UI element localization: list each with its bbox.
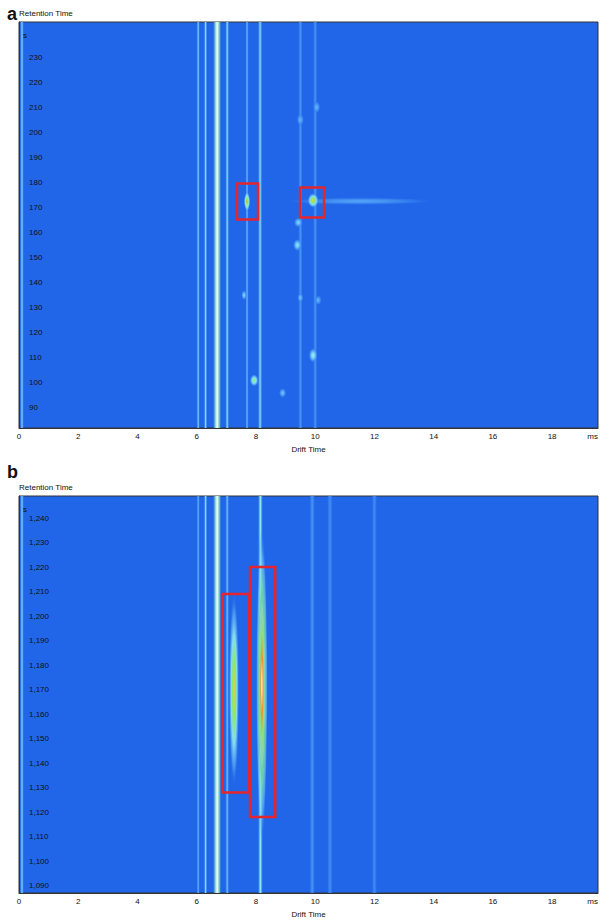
svg-text:1,230: 1,230 — [29, 538, 50, 547]
svg-text:140: 140 — [29, 278, 43, 287]
svg-text:10: 10 — [311, 897, 320, 906]
svg-text:110: 110 — [29, 353, 42, 362]
svg-text:150: 150 — [29, 253, 43, 262]
svg-text:1,200: 1,200 — [29, 612, 50, 621]
svg-text:8: 8 — [254, 897, 259, 906]
svg-text:8: 8 — [254, 432, 259, 441]
svg-text:1,240: 1,240 — [29, 514, 50, 523]
svg-text:18: 18 — [548, 432, 557, 441]
svg-text:4: 4 — [135, 432, 140, 441]
svg-text:1,100: 1,100 — [29, 857, 50, 866]
svg-text:220: 220 — [29, 78, 43, 87]
svg-text:a: a — [7, 4, 18, 24]
svg-text:130: 130 — [29, 303, 43, 312]
svg-text:12: 12 — [370, 432, 379, 441]
svg-text:6: 6 — [194, 432, 199, 441]
svg-text:1,130: 1,130 — [29, 783, 50, 792]
svg-text:16: 16 — [488, 897, 497, 906]
svg-text:10: 10 — [311, 432, 320, 441]
svg-text:1,160: 1,160 — [29, 710, 50, 719]
svg-text:s: s — [23, 31, 27, 40]
svg-text:Drift Time: Drift Time — [291, 910, 326, 919]
svg-text:1,120: 1,120 — [29, 808, 50, 817]
svg-text:120: 120 — [29, 328, 43, 337]
svg-text:1,220: 1,220 — [29, 563, 50, 572]
svg-text:210: 210 — [29, 103, 43, 112]
svg-text:1,150: 1,150 — [29, 734, 50, 743]
svg-text:90: 90 — [29, 403, 38, 412]
svg-text:1,210: 1,210 — [29, 587, 50, 596]
svg-text:14: 14 — [429, 432, 438, 441]
svg-text:Retention Time: Retention Time — [19, 9, 73, 18]
svg-text:18: 18 — [548, 897, 557, 906]
svg-text:1,190: 1,190 — [29, 636, 50, 645]
svg-text:Drift Time: Drift Time — [291, 445, 326, 454]
svg-text:2: 2 — [76, 432, 81, 441]
svg-text:0: 0 — [17, 897, 22, 906]
svg-text:190: 190 — [29, 153, 43, 162]
svg-text:4: 4 — [135, 897, 140, 906]
svg-text:0: 0 — [17, 432, 22, 441]
svg-text:12: 12 — [370, 897, 379, 906]
svg-text:170: 170 — [29, 203, 43, 212]
svg-text:2: 2 — [76, 897, 81, 906]
svg-text:230: 230 — [29, 53, 43, 62]
svg-text:1,110: 1,110 — [29, 832, 49, 841]
svg-text:ms: ms — [587, 432, 598, 441]
svg-text:s: s — [23, 505, 27, 514]
svg-text:100: 100 — [29, 378, 43, 387]
svg-text:200: 200 — [29, 128, 43, 137]
svg-text:1,180: 1,180 — [29, 661, 50, 670]
svg-text:1,140: 1,140 — [29, 759, 50, 768]
svg-text:180: 180 — [29, 178, 43, 187]
svg-text:6: 6 — [194, 897, 199, 906]
svg-text:Retention Time: Retention Time — [19, 483, 73, 492]
svg-text:1,170: 1,170 — [29, 685, 50, 694]
svg-text:ms: ms — [587, 897, 598, 906]
svg-text:1,090: 1,090 — [29, 881, 50, 890]
svg-text:14: 14 — [429, 897, 438, 906]
svg-text:16: 16 — [488, 432, 497, 441]
svg-text:160: 160 — [29, 228, 43, 237]
svg-text:b: b — [7, 462, 18, 482]
